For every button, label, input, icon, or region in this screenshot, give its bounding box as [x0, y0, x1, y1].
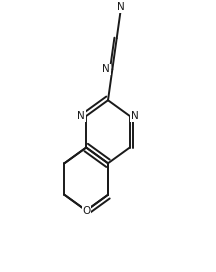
- Text: N: N: [131, 111, 139, 121]
- Text: N: N: [102, 64, 110, 74]
- Text: N: N: [117, 2, 125, 12]
- Text: O: O: [82, 206, 90, 215]
- Text: N: N: [77, 111, 85, 121]
